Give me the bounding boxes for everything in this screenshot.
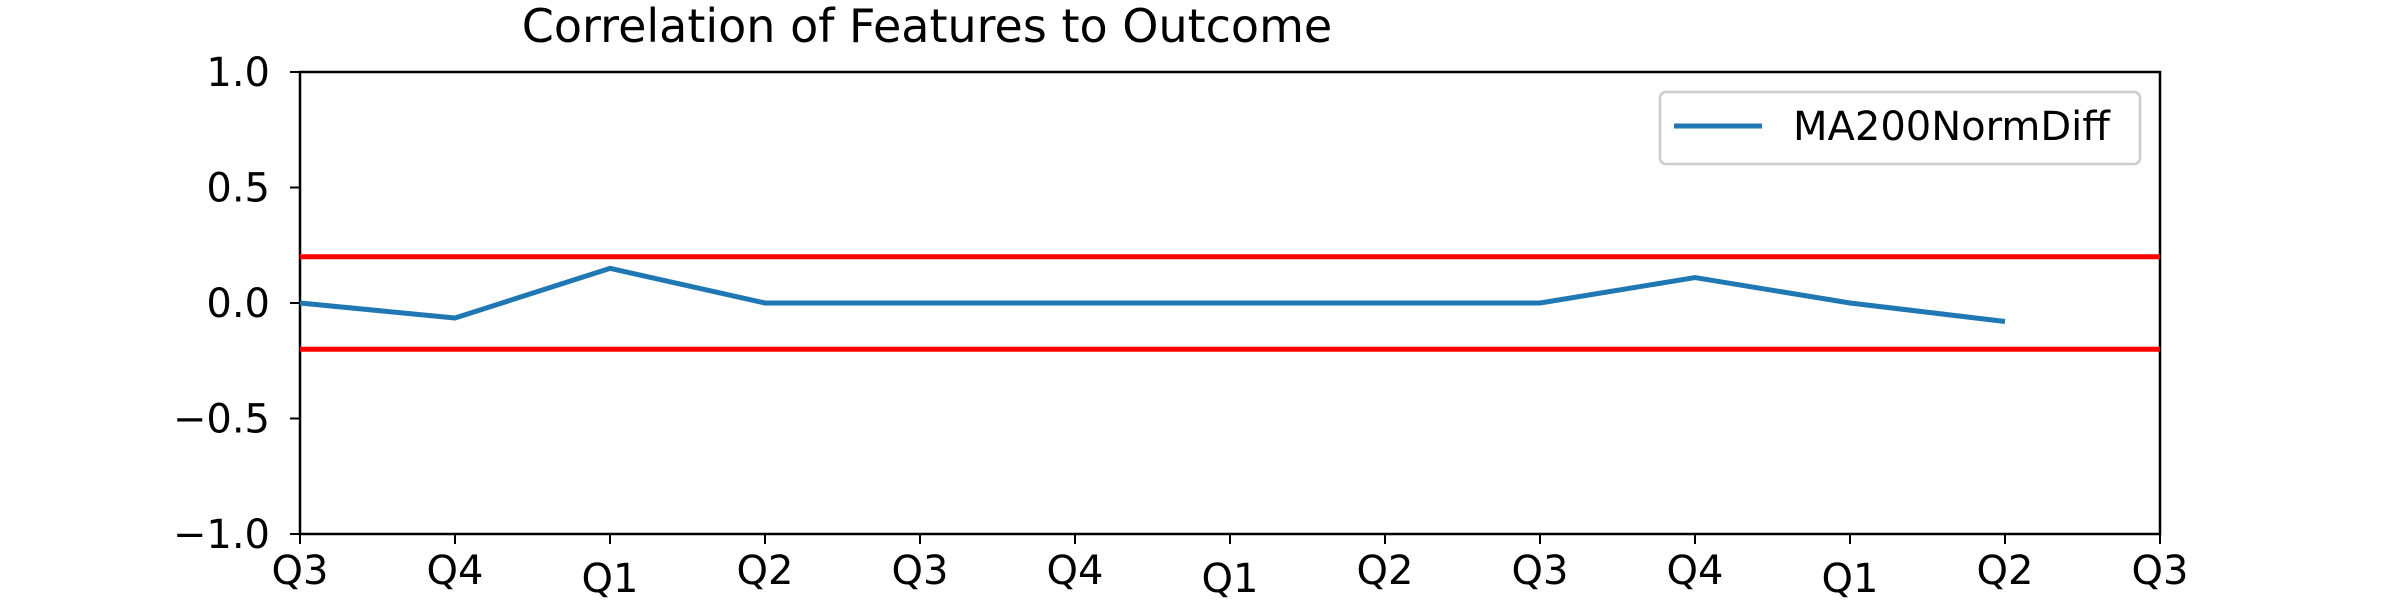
x-tick-label: Q2 bbox=[737, 548, 794, 594]
x-axis-ticks: Q3 Q4 Q1 Q2 Q3 Q4 Q1 Q2 Q3 Q4 Q1 Q2 Q3 bbox=[272, 534, 2189, 600]
x-tick-label: Q4 bbox=[427, 548, 484, 594]
legend: MA200NormDiff bbox=[1658, 90, 2142, 166]
y-tick-label: −0.5 bbox=[173, 397, 270, 443]
x-tick-label: Q1 bbox=[1822, 556, 1879, 600]
y-tick-label: 0.0 bbox=[206, 281, 270, 327]
x-tick-label: Q3 bbox=[272, 548, 329, 594]
series-lines bbox=[299, 265, 2006, 324]
x-tick-label: Q1 bbox=[1202, 556, 1259, 600]
x-tick-label: Q4 bbox=[1667, 548, 1724, 594]
reference-lines bbox=[300, 254, 2160, 352]
y-tick-label: 1.0 bbox=[206, 50, 270, 96]
chart-title: Correlation of Features to Outcome bbox=[522, 0, 1332, 53]
x-tick-label: Q2 bbox=[1357, 548, 1414, 594]
x-tick-label: Q3 bbox=[1512, 548, 1569, 594]
x-tick-label: Q1 bbox=[582, 556, 639, 600]
legend-label-ma200normdiff: MA200NormDiff bbox=[1793, 104, 2111, 150]
x-tick-label: Q2 bbox=[1977, 548, 2034, 594]
legend-box bbox=[1658, 90, 2142, 166]
x-tick-label: Q3 bbox=[2132, 548, 2189, 594]
y-tick-label: 0.5 bbox=[206, 166, 270, 212]
x-tick-label: Q3 bbox=[892, 548, 949, 594]
y-tick-label: −1.0 bbox=[173, 512, 270, 558]
x-tick-label: Q4 bbox=[1047, 548, 1104, 594]
series-line-0 bbox=[299, 265, 2006, 324]
y-axis-ticks: −1.0 −0.5 0.0 0.5 1.0 bbox=[173, 50, 300, 558]
plot-area: Q3 Q4 Q1 Q2 Q3 Q4 Q1 Q2 Q3 Q4 Q1 Q2 Q3 −1.0 −0.5 0.0 0.… bbox=[173, 50, 2189, 600]
